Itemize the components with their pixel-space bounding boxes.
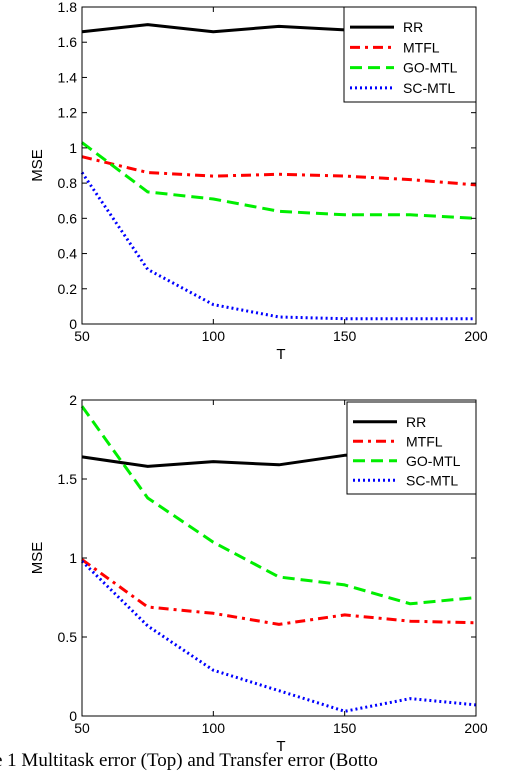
legend-label-go-mtl: GO-MTL (406, 453, 461, 469)
series-line-mtfl (81, 155, 477, 187)
x-tick-label: 50 (74, 720, 90, 736)
y-tick-label: 0.4 (58, 246, 78, 262)
y-tick-label: 1.8 (58, 0, 78, 15)
chart-transfer-error: 50 100 150 200 0 0.5 1 1.5 2 T MSE RR MTFL GO-MTL SC-M… (29, 392, 488, 755)
legend: RR MTFL GO-MTL SC-MTL (346, 401, 477, 495)
figure-caption: e 1 Multitask error (Top) and Transfer e… (0, 750, 378, 771)
legend-label-mtfl: MTFL (406, 433, 443, 449)
y-tick-label: 1.6 (58, 34, 78, 50)
legend: RR MTFL GO-MTL SC-MTL (343, 6, 477, 103)
x-tick-label: 50 (74, 328, 90, 344)
x-tick-label: 200 (464, 328, 488, 344)
legend-label-rr: RR (403, 19, 423, 35)
legend-box (343, 6, 477, 103)
y-tick-label: 1.2 (58, 105, 78, 121)
y-axis-label: MSE (29, 149, 46, 182)
y-tick-label: 0 (69, 316, 77, 332)
y-tick-label: 0 (69, 708, 77, 724)
legend-label-sc-mtl: SC-MTL (406, 472, 458, 488)
series-line-go-mtl (80, 405, 477, 606)
legend-box (346, 401, 477, 495)
x-axis-label: T (276, 346, 285, 363)
legend-label-go-mtl: GO-MTL (403, 60, 458, 76)
series-line-sc-mtl (80, 171, 476, 321)
y-tick-label: 1 (69, 140, 77, 156)
legend-label-mtfl: MTFL (403, 39, 440, 55)
x-tick-label: 100 (202, 720, 226, 736)
y-tick-label: 0.8 (58, 175, 78, 191)
chart-multitask-error: 50 100 150 200 0 0.2 0.4 0.6 0.8 1 1.2 1.4 1.6 1.8 T MS… (29, 0, 488, 363)
y-tick-label: 1.5 (58, 471, 78, 487)
x-tick-label: 100 (202, 328, 226, 344)
y-tick-label: 2 (69, 392, 77, 408)
y-tick-label: 0.5 (58, 629, 78, 645)
x-tick-label: 150 (333, 720, 357, 736)
series-line-sc-mtl (80, 560, 477, 713)
series-line-go-mtl (81, 141, 477, 220)
plot-frame (81, 6, 477, 325)
x-axis-label: T (276, 738, 285, 755)
y-tick-label: 1 (69, 550, 77, 566)
y-tick-label: 0.2 (58, 281, 78, 297)
x-tick-label: 200 (464, 720, 488, 736)
series-line-mtfl (81, 558, 477, 626)
y-tick-label: 1.4 (58, 69, 78, 85)
x-tick-label: 150 (333, 328, 357, 344)
legend-label-rr: RR (406, 414, 426, 430)
y-tick-label: 0.6 (58, 210, 78, 226)
y-axis-label: MSE (29, 542, 46, 575)
legend-label-sc-mtl: SC-MTL (403, 80, 455, 96)
